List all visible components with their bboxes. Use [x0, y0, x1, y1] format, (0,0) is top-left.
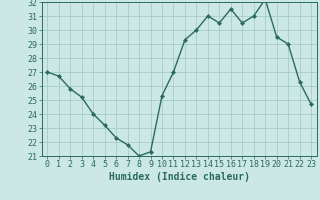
X-axis label: Humidex (Indice chaleur): Humidex (Indice chaleur) [109, 172, 250, 182]
